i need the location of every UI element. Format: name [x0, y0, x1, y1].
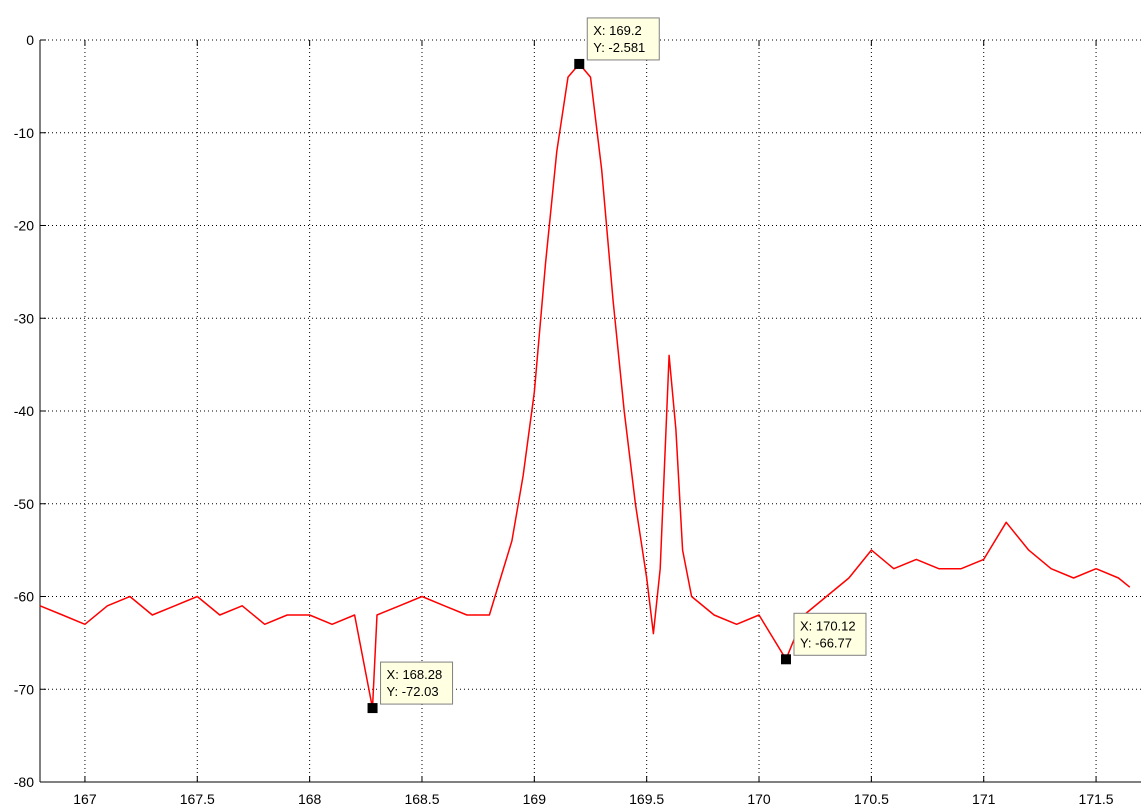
data-tip-x-label: X: 170.12 — [800, 618, 856, 633]
x-tick-label: 170.5 — [854, 791, 889, 807]
x-tick-label: 168 — [298, 791, 322, 807]
x-tick-label: 168.5 — [404, 791, 439, 807]
x-tick-label: 170 — [747, 791, 771, 807]
axes: 167 167.5 168 168.5 169 169.5 170 170.5 171 171.5… — [14, 32, 1141, 807]
series-line — [39, 63, 1131, 709]
x-tick-label: 167 — [73, 791, 97, 807]
data-tip-marker — [780, 654, 791, 665]
y-tick-label: -80 — [14, 774, 34, 790]
data-tip-y-label: Y: -66.77 — [800, 635, 852, 650]
data-tip-box — [380, 661, 454, 705]
data-tip-x-label: X: 169.2 — [593, 23, 641, 38]
x-tick-label: 171 — [972, 791, 996, 807]
y-tick-label: 0 — [26, 32, 34, 48]
data-tip-y-label: Y: -72.03 — [387, 684, 439, 699]
data-tip-y-label: Y: -2.581 — [593, 40, 645, 55]
data-tip-marker — [574, 58, 585, 69]
data-tip-x-label: X: 168.28 — [387, 667, 443, 682]
series-layer — [39, 63, 1131, 709]
y-tick-label: -40 — [14, 403, 34, 419]
data-tip-box — [586, 17, 660, 61]
y-tick-label: -50 — [14, 496, 34, 512]
y-tick-label: -30 — [14, 310, 34, 326]
x-tick-label: 169 — [523, 791, 547, 807]
data-tip-marker — [367, 703, 378, 714]
x-tick-label: 171.5 — [1079, 791, 1114, 807]
y-tick-label: -60 — [14, 589, 34, 605]
y-tick-label: -70 — [14, 681, 34, 697]
y-tick-label: -10 — [14, 125, 34, 141]
x-tick-label: 167.5 — [180, 791, 215, 807]
y-tick-label: -20 — [14, 218, 34, 234]
data-tip-box — [793, 612, 867, 656]
x-tick-label: 169.5 — [629, 791, 664, 807]
data-tips: X: 169.2 Y: -2.581 X: 168.28 Y: -72.03 X: 17… — [367, 17, 867, 714]
